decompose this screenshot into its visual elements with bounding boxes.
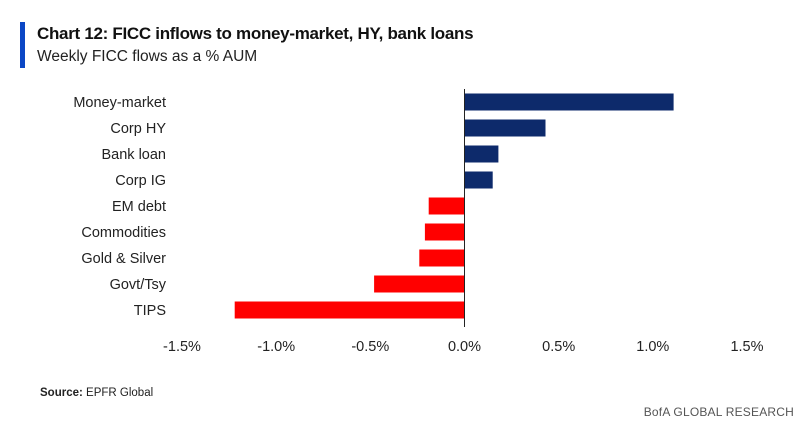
chart-title: Chart 12: FICC inflows to money-market, … [37, 24, 474, 43]
category-label: Corp IG [115, 173, 166, 189]
bar-em-debt [428, 197, 465, 215]
category-label: Money-market [73, 95, 166, 111]
category-label: Bank loan [102, 147, 167, 163]
x-tick-label: -1.0% [257, 339, 295, 355]
x-tick-label: 0.0% [448, 339, 481, 355]
category-label: Commodities [81, 225, 166, 241]
bar-corp-hy [464, 119, 546, 137]
bar-gold-silver [419, 249, 465, 267]
bar-corp-ig [464, 171, 493, 189]
source-text: EPFR Global [86, 387, 154, 399]
research-credit: BofA GLOBAL RESEARCH [643, 405, 794, 419]
category-label: Corp HY [110, 121, 166, 137]
category-label: Govt/Tsy [110, 277, 167, 293]
bar-commodities [424, 223, 465, 241]
bar-govt-tsy [374, 275, 465, 293]
chart-subtitle: Weekly FICC flows as a % AUM [37, 48, 258, 65]
x-tick-label: 1.0% [636, 339, 669, 355]
x-tick-label: 1.5% [730, 339, 763, 355]
x-tick-label: -0.5% [351, 339, 389, 355]
category-label: TIPS [134, 303, 166, 319]
category-label: Gold & Silver [81, 251, 166, 267]
bar-tips [234, 301, 465, 319]
x-tick-label: 0.5% [542, 339, 575, 355]
bar-money-market [464, 93, 674, 111]
category-label: EM debt [112, 199, 166, 215]
title-accent-bar [20, 22, 25, 68]
source-label: Source: [40, 387, 83, 399]
source-note: Source: EPFR Global [40, 387, 153, 399]
x-tick-label: -1.5% [163, 339, 201, 355]
bar-bank-loan [464, 145, 499, 163]
